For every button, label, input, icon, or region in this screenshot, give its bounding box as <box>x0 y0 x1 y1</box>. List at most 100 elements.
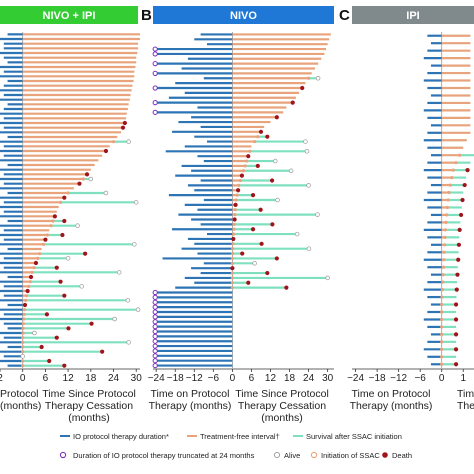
x-tick-label: 6 <box>43 373 49 384</box>
alive-marker <box>20 354 25 359</box>
legend-truncated-label: Duration of IO protocol therapy truncate… <box>73 451 255 460</box>
ssac-initiation-marker <box>231 251 235 256</box>
death-marker <box>120 125 126 130</box>
ssac-initiation-marker <box>21 364 25 368</box>
panel-a-left-axis-label-line1: Protocol <box>0 388 39 400</box>
death-marker <box>22 302 28 308</box>
x-tick-label: 0 <box>20 373 26 384</box>
ssac-initiation-marker <box>445 213 449 217</box>
death-marker <box>269 178 275 183</box>
death-marker <box>44 312 50 317</box>
panel-b-title: NIVO <box>230 10 257 22</box>
alive-marker <box>126 139 131 144</box>
legend-treatment-free-label: Treatment-free interval† <box>200 432 280 441</box>
death-marker <box>453 362 459 367</box>
death-marker <box>258 207 263 212</box>
death-marker <box>66 326 71 331</box>
ssac-initiation-marker <box>442 250 446 254</box>
ssac-initiation-marker <box>27 284 31 288</box>
truncated-marker <box>152 324 158 330</box>
ssac-initiation-marker <box>81 177 85 181</box>
alive-marker <box>125 298 131 303</box>
death-marker <box>456 242 462 247</box>
alive-marker <box>79 284 84 289</box>
alive-marker <box>325 275 330 281</box>
truncated-marker <box>152 348 158 354</box>
ssac-initiation-marker <box>232 232 236 236</box>
x-tick-label: 18 <box>85 373 97 384</box>
ssac-initiation-marker <box>22 308 27 312</box>
x-tick-label: 0 <box>230 373 236 384</box>
ssac-initiation-marker <box>231 242 235 246</box>
ssac-initiation-marker <box>243 164 247 168</box>
panel-a-title: NIVO + IPI <box>43 10 96 22</box>
ssac-initiation-marker <box>230 286 234 290</box>
truncated-marker <box>152 309 158 315</box>
ssac-initiation-marker <box>51 219 55 223</box>
legend-io-duration-label: IO protocol therapy duration* <box>73 432 169 441</box>
x-tick-label: −24 <box>347 373 364 384</box>
ssac-initiation-marker <box>447 190 451 195</box>
ssac-initiation-marker <box>22 317 26 321</box>
alive-marker <box>315 212 320 217</box>
panel-b-x-axis: −24 −18 −12 −6 0 6 12 18 24 30 <box>148 368 334 384</box>
alive-marker <box>252 261 257 266</box>
panel-a-right-axis-label-line2: Therapy Cessation <box>45 400 133 412</box>
ssac-initiation-marker <box>21 359 25 363</box>
alive-marker <box>112 316 117 322</box>
death-marker <box>28 274 34 280</box>
death-marker <box>47 358 52 364</box>
death-marker <box>460 197 465 203</box>
alive-marker <box>306 183 311 188</box>
x-tick-label: −24 <box>148 373 165 384</box>
legend-death-label: Death <box>392 451 412 460</box>
panel-c-header <box>352 6 474 24</box>
ssac-initiation-marker <box>440 295 444 299</box>
ssac-initiation-marker <box>111 140 116 144</box>
truncated-marker <box>152 299 158 305</box>
death-marker <box>58 279 63 284</box>
ssac-initiation-marker <box>21 340 25 344</box>
alive-marker <box>126 340 131 345</box>
death-marker <box>100 349 105 354</box>
panel-c-right-axis-label-line1: Time Si <box>457 388 474 400</box>
ssac-initiation-marker <box>230 261 234 265</box>
panel-c-left-axis-label-line2: Therapy (months) <box>350 400 433 412</box>
alive-marker <box>303 139 308 144</box>
ssac-initiation-marker <box>253 139 257 144</box>
alive-marker <box>65 256 71 261</box>
ssac-initiation-marker <box>245 159 249 163</box>
death-marker <box>233 202 238 207</box>
alive-marker <box>306 246 312 251</box>
death-marker <box>89 321 94 326</box>
panel-c-title: IPI <box>406 10 419 22</box>
ssac-initiation-marker <box>234 198 238 202</box>
death-marker <box>39 344 44 350</box>
death-marker <box>62 195 67 200</box>
ssac-initiation-marker <box>440 332 444 336</box>
truncated-marker <box>152 353 158 359</box>
legend: IO protocol therapy duration* Treatment-… <box>59 432 412 460</box>
death-marker <box>62 218 67 224</box>
ssac-initiation-marker <box>440 340 444 344</box>
x-tick-label: 30 <box>131 373 143 384</box>
ssac-initiation-marker <box>440 362 444 366</box>
ssac-initiation-marker <box>21 326 25 330</box>
ssac-initiation-marker <box>306 76 311 80</box>
ssac-initiation-marker <box>445 205 450 210</box>
ssac-initiation-marker <box>21 322 26 326</box>
ssac-initiation-marker <box>442 258 446 262</box>
ssac-initiation-marker <box>41 242 46 246</box>
x-tick-label: 24 <box>108 373 120 384</box>
death-marker <box>62 363 67 368</box>
ssac-initiation-marker <box>21 336 25 340</box>
ssac-initiation-marker <box>458 153 462 157</box>
death-marker <box>258 129 264 134</box>
death-marker <box>54 335 59 340</box>
death-marker <box>284 285 289 290</box>
panel-a: NIVO + IPI 2 0 6 12 18 24 30 Protocol (months)… <box>0 6 142 424</box>
panel-b-plot <box>152 32 331 369</box>
ssac-initiation-marker <box>440 347 444 351</box>
ssac-initiation-marker <box>441 280 445 284</box>
x-tick-label: 0 <box>439 373 445 384</box>
